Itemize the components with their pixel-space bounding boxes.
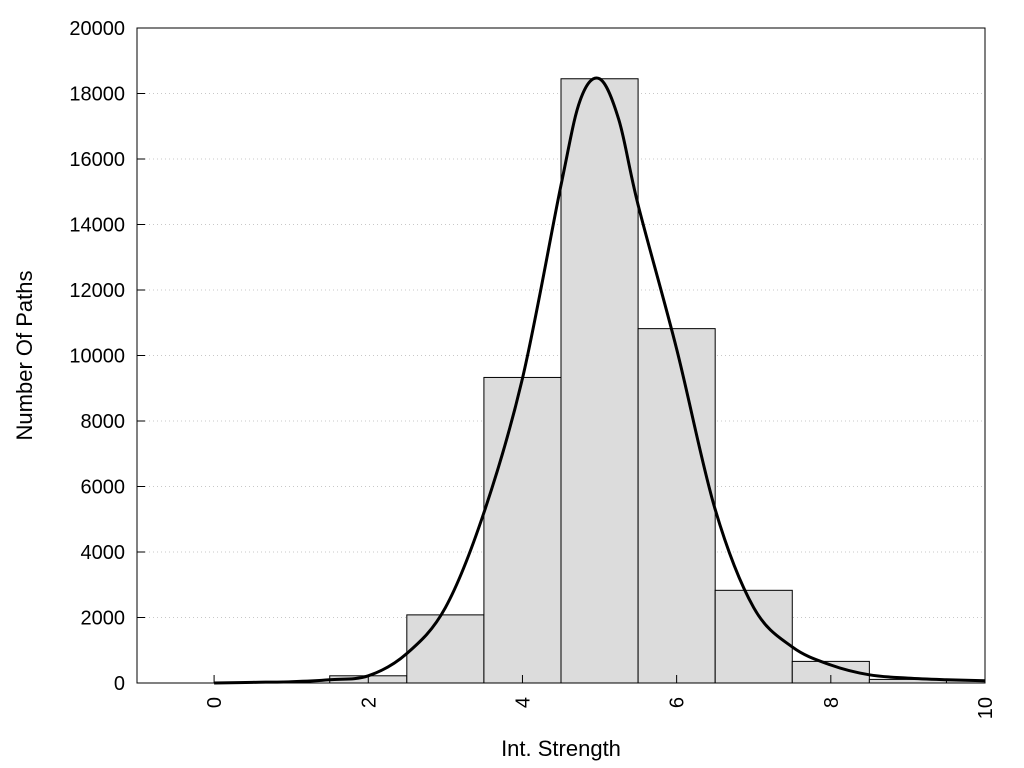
histogram-bar — [406, 614, 485, 684]
x-tick-label: 0 — [204, 697, 226, 708]
y-tick-label: 4000 — [81, 542, 126, 564]
y-tick-label: 18000 — [69, 84, 125, 106]
x-tick-label: 6 — [667, 697, 689, 708]
histogram-bar — [714, 589, 793, 684]
y-tick-label: 6000 — [81, 477, 126, 499]
y-tick-label: 10000 — [69, 346, 125, 368]
y-tick-label: 20000 — [69, 18, 125, 40]
y-tick-label: 16000 — [69, 149, 125, 171]
x-axis-label: Int. Strength — [501, 736, 621, 761]
y-axis-ticks: 0 2000 4000 6000 8000 10000 12000 14000 16000 180… — [69, 18, 145, 695]
histogram-bar — [483, 376, 562, 684]
y-tick-label: 0 — [114, 673, 125, 695]
y-tick-label: 12000 — [69, 280, 125, 302]
y-axis-label: Number Of Paths — [12, 271, 37, 441]
histogram-bar — [637, 328, 716, 684]
y-tick-label: 8000 — [81, 411, 126, 433]
histogram-bars — [329, 78, 986, 684]
x-axis-ticks: 0 2 4 6 8 10 — [204, 675, 997, 719]
y-tick-label: 2000 — [81, 608, 126, 630]
fit-curve — [214, 76, 986, 685]
fit-curve-layer — [214, 76, 986, 685]
y-tick-label: 14000 — [69, 215, 125, 237]
x-tick-label: 10 — [975, 697, 997, 719]
x-tick-label: 2 — [358, 697, 380, 708]
x-tick-label: 8 — [821, 697, 843, 708]
x-tick-label: 4 — [512, 697, 534, 708]
histogram-bar — [560, 78, 639, 684]
